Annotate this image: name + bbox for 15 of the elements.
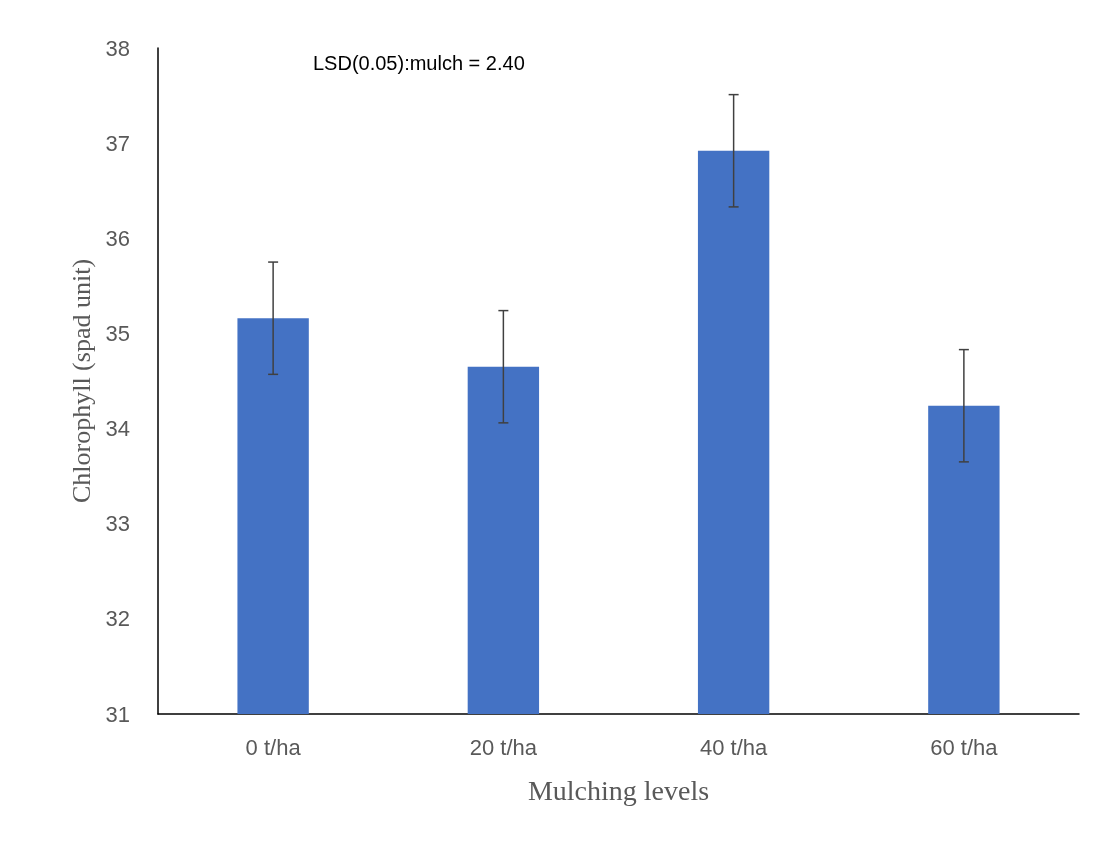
annotation: LSD(0.05):mulch = 2.40 xyxy=(313,52,525,74)
y-tick-label: 32 xyxy=(105,606,130,632)
x-tick-label: 60 t/ha xyxy=(930,734,999,760)
y-tick-label: 38 xyxy=(105,35,130,61)
y-tick-label: 34 xyxy=(105,416,130,442)
y-tick-label: 35 xyxy=(105,320,130,346)
x-axis-title: Mulching levels xyxy=(527,774,710,806)
y-axis-title: Chlorophyll (spad unit) xyxy=(67,258,97,504)
x-tick-label: 20 t/ha xyxy=(469,734,538,760)
y-tick-label: 36 xyxy=(105,225,130,251)
y-tick-label: 31 xyxy=(105,701,130,727)
x-tick-label: 40 t/ha xyxy=(699,734,769,760)
x-tick-label: 0 t/ha xyxy=(245,734,302,760)
y-tick-label: 33 xyxy=(105,511,130,537)
y-tick-label: 37 xyxy=(105,130,130,156)
